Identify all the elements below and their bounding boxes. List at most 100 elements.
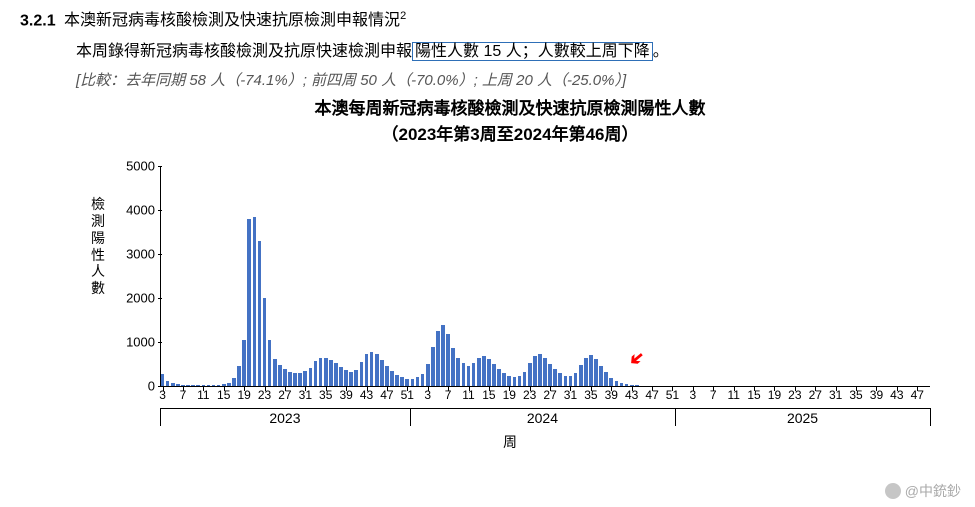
xtick-label: 39 — [870, 388, 883, 402]
xtick-label: 15 — [217, 388, 230, 402]
bar — [574, 373, 578, 386]
bar — [482, 356, 486, 386]
bar — [548, 364, 552, 386]
watermark: @中銃鈔 — [885, 481, 961, 501]
xtick-label: 47 — [380, 388, 393, 402]
xtick-label: 23 — [258, 388, 271, 402]
bar — [528, 363, 532, 386]
xtick-label: 23 — [788, 388, 801, 402]
bar — [477, 358, 481, 386]
summary-prefix: 本周錄得新冠病毒核酸檢測及抗原快速檢測申報 — [76, 43, 412, 60]
xtick-label: 35 — [849, 388, 862, 402]
page-root: 3.2.1 本澳新冠病毒核酸檢測及快速抗原檢測申報情況2 本周錄得新冠病毒核酸檢… — [0, 0, 975, 507]
bar — [324, 358, 328, 387]
xtick-label: 11 — [727, 388, 739, 402]
bar — [518, 376, 522, 386]
bar — [288, 372, 292, 387]
bar — [507, 376, 511, 387]
bar — [584, 358, 588, 386]
bar — [385, 366, 389, 386]
bar — [451, 348, 455, 386]
ytick-mark — [158, 254, 162, 255]
section-title: 本澳新冠病毒核酸檢測及快速抗原檢測申報情況 — [64, 12, 400, 29]
xtick-label: 23 — [523, 388, 536, 402]
bar — [344, 370, 348, 386]
xtick-label: 43 — [890, 388, 903, 402]
bar — [543, 358, 547, 386]
bar — [553, 369, 557, 386]
bar — [625, 384, 629, 386]
bar — [400, 377, 404, 386]
bar — [620, 383, 624, 386]
xtick-label: 31 — [829, 388, 842, 402]
ytick-mark — [158, 210, 162, 211]
bar — [268, 340, 272, 386]
bar — [502, 373, 506, 386]
xtick-label: 35 — [319, 388, 332, 402]
bar — [472, 363, 476, 386]
year-label: 2023 — [269, 410, 300, 426]
xtick-label: 15 — [482, 388, 495, 402]
bar — [334, 363, 338, 386]
ytick-mark — [158, 166, 162, 167]
xtick-label: 11 — [462, 388, 474, 402]
bar — [487, 359, 491, 386]
xtick-label: 3 — [424, 388, 431, 402]
bar — [273, 359, 277, 386]
section-heading: 3.2.1 本澳新冠病毒核酸檢測及快速抗原檢測申報情況2 — [20, 6, 955, 37]
bar — [278, 365, 282, 386]
bar — [293, 373, 297, 386]
bar — [462, 363, 466, 386]
bar — [375, 354, 379, 386]
year-separator — [675, 408, 676, 426]
xtick-label: 15 — [747, 388, 760, 402]
xtick-label: 47 — [645, 388, 658, 402]
ytick-label: 3000 — [115, 247, 155, 262]
xtick-label: 19 — [503, 388, 516, 402]
bar — [456, 358, 460, 386]
bar — [431, 347, 435, 387]
bar — [615, 381, 619, 386]
bar — [247, 219, 251, 386]
bar — [319, 358, 323, 386]
bar — [523, 372, 527, 386]
plot-area — [160, 166, 930, 386]
bar — [258, 241, 262, 386]
bar — [349, 372, 353, 387]
chart-ylabel: 檢測陽性人數 — [90, 196, 106, 297]
bar — [497, 369, 501, 386]
bar — [237, 366, 241, 386]
bar — [538, 354, 542, 386]
summary-highlight: 陽性人數 15 人；人數較上周下降 — [412, 42, 653, 61]
xtick-label: 51 — [666, 388, 679, 402]
bar — [564, 376, 568, 386]
section-number: 3.2.1 — [20, 12, 56, 29]
bar — [360, 362, 364, 386]
bar — [329, 360, 333, 386]
xtick-label: 31 — [299, 388, 312, 402]
bar — [390, 371, 394, 386]
bar — [212, 385, 216, 386]
summary-suffix: 。 — [653, 43, 669, 60]
bar — [232, 378, 236, 386]
xtick-label: 7 — [445, 388, 452, 402]
ytick-mark — [158, 386, 162, 387]
bar — [176, 384, 180, 386]
year-separator — [410, 408, 411, 426]
bar — [589, 355, 593, 386]
chart-xlabel: 周 — [503, 432, 517, 452]
bar — [283, 369, 287, 386]
bar — [599, 366, 603, 386]
xtick-label: 3 — [159, 388, 166, 402]
ytick-label: 1000 — [115, 335, 155, 350]
bar — [161, 374, 165, 386]
bar — [436, 331, 440, 386]
bar — [263, 298, 267, 386]
weibo-icon — [885, 483, 901, 499]
bar — [217, 385, 221, 386]
ytick-label: 5000 — [115, 159, 155, 174]
bar — [242, 340, 246, 386]
xtick-label: 31 — [564, 388, 577, 402]
bar — [405, 379, 409, 386]
bar — [579, 365, 583, 386]
